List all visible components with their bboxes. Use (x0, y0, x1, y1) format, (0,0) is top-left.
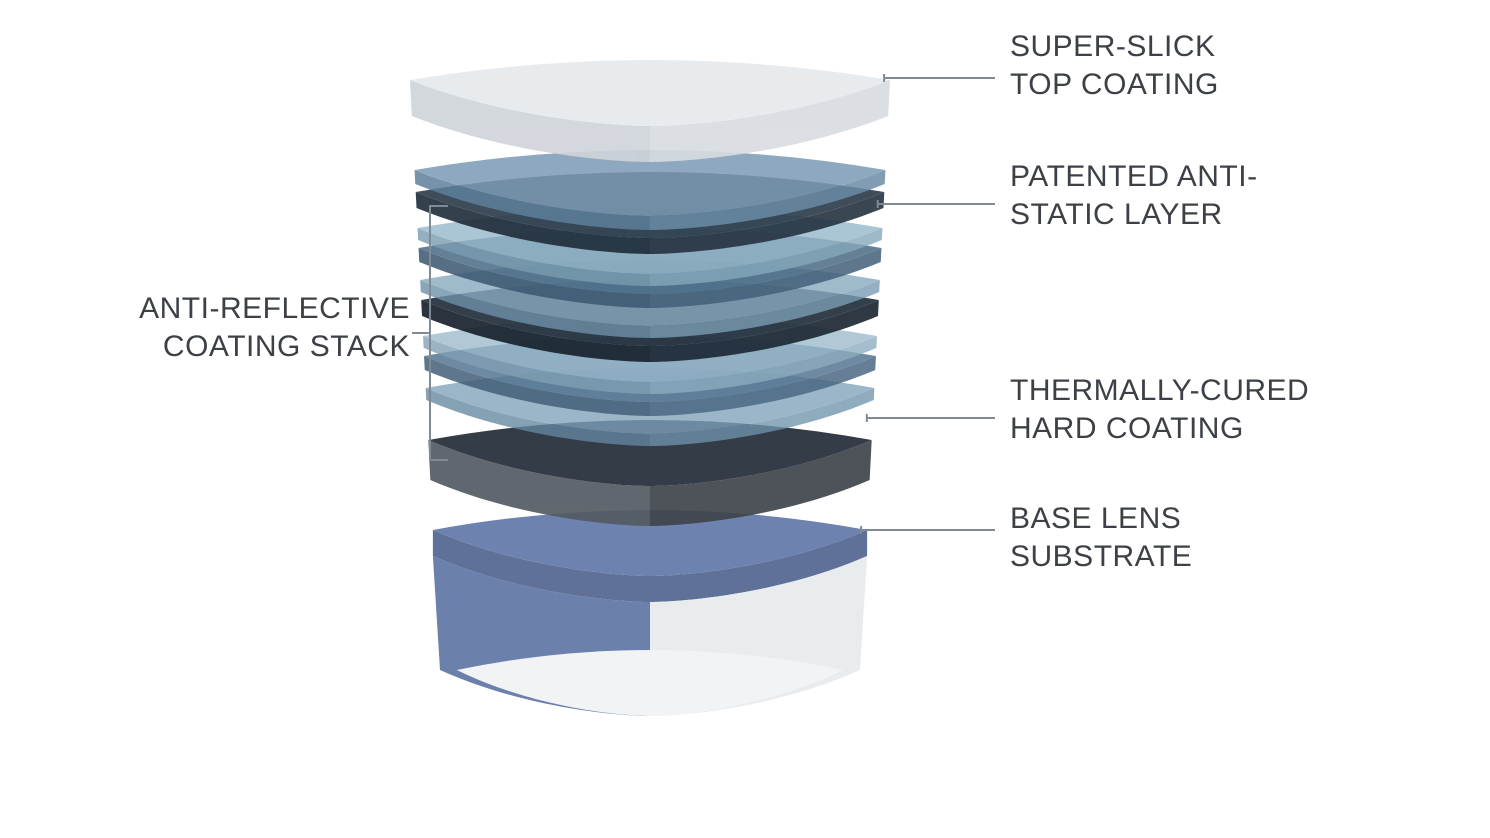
label-anti-static: PATENTED ANTI- STATIC LAYER (1010, 158, 1430, 233)
layer-substrate (433, 510, 867, 716)
label-line: SUBSTRATE (1010, 540, 1192, 573)
label-line: HARD COATING (1010, 412, 1244, 445)
label-line: THERMALLY-CURED (1010, 374, 1309, 407)
lens-coating-diagram: SUPER-SLICK TOP COATING PATENTED ANTI- S… (0, 0, 1490, 838)
label-line: BASE LENS (1010, 502, 1181, 535)
label-line: ANTI-REFLECTIVE (139, 292, 410, 325)
label-hard-coating: THERMALLY-CURED HARD COATING (1010, 372, 1430, 447)
label-substrate: BASE LENS SUBSTRATE (1010, 500, 1430, 575)
label-ar-stack: ANTI-REFLECTIVE COATING STACK (40, 290, 410, 365)
layer-top-coating (410, 60, 890, 162)
label-line: PATENTED ANTI- (1010, 160, 1258, 193)
label-line: STATIC LAYER (1010, 198, 1223, 231)
label-line: COATING STACK (163, 330, 410, 363)
label-line: TOP COATING (1010, 68, 1219, 101)
label-line: SUPER-SLICK (1010, 30, 1216, 63)
label-top-coating: SUPER-SLICK TOP COATING (1010, 28, 1430, 103)
